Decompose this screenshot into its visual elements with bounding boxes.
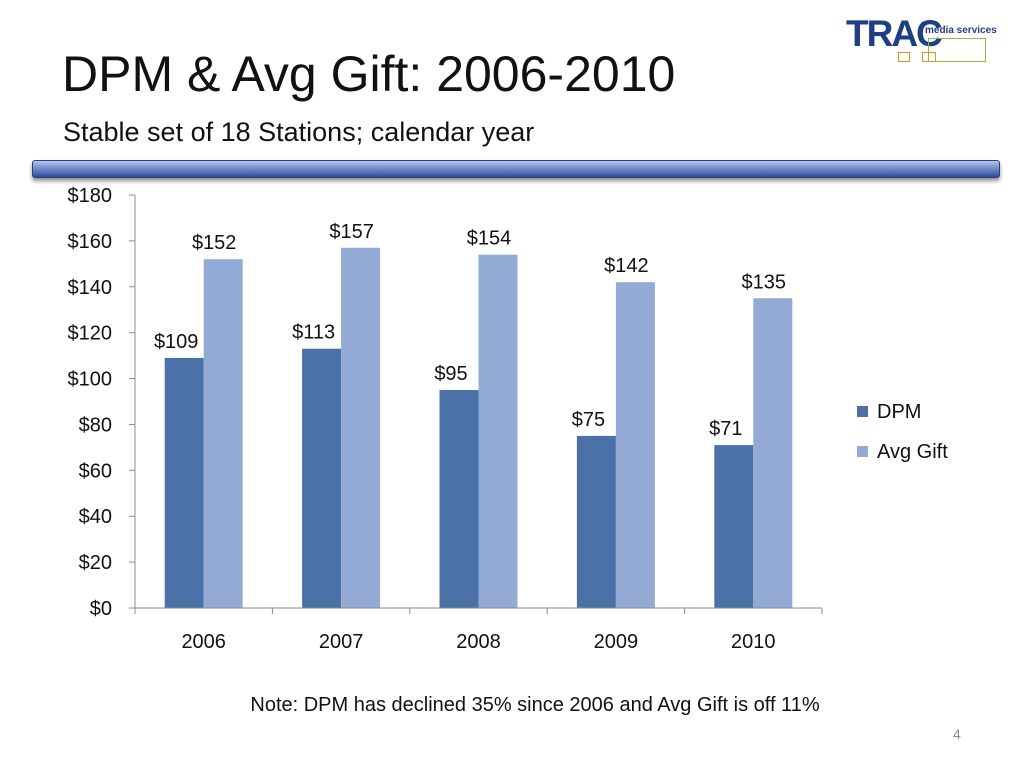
y-tick-label: $20 [79,552,112,574]
logo-brand: TRAC [846,13,943,54]
logo-orange-box [922,52,936,62]
legend-swatch [857,406,868,417]
y-tick-label: $0 [90,598,112,620]
logo-tagline: media services [925,25,997,36]
x-tick-label: 2006 [181,631,226,653]
y-tick-label: $140 [68,277,113,299]
bar-dpm [439,390,479,608]
bar-avg-gift [753,298,793,608]
slide-subtitle: Stable set of 18 Stations; calendar year [63,117,535,147]
x-tick-label: 2007 [319,631,364,653]
x-tick-label: 2010 [731,631,776,653]
y-tick-label: $100 [68,369,113,391]
bar-avg-gift [478,254,518,608]
data-label: $75 [572,409,605,431]
bar-chart: $0$20$40$60$80$100$120$140$160$180 $109$… [68,185,949,653]
y-tick-label: $80 [79,414,112,436]
data-label: $157 [329,221,374,243]
bar-dpm [576,435,616,608]
y-tick-label: $60 [79,460,112,482]
bar-avg-gift [341,247,381,608]
data-label: $109 [154,331,199,353]
data-label: $95 [434,363,467,385]
legend: DPM Avg Gift [857,401,948,463]
bar-dpm [714,445,754,608]
bar-avg-gift [615,282,655,608]
bar-dpm [164,357,204,608]
x-tick-label: 2009 [594,631,639,653]
page-number: 4 [953,726,961,742]
x-tick-label: 2008 [456,631,501,653]
bars [164,247,793,608]
title-divider-bar [32,160,1000,178]
data-labels: $109 $152 $113 $157 $95 $154 $75 $142 $71 $135 [154,221,786,440]
legend-label: Avg Gift [877,441,948,463]
legend-label: DPM [877,401,921,423]
y-tick-label: $160 [68,231,113,253]
y-tick-label: $120 [68,323,113,345]
x-axis: 2006 2007 2008 2009 2010 [134,607,823,653]
legend-swatch [857,446,868,457]
data-label: $113 [292,322,335,344]
slide-title: DPM & Avg Gift: 2006-2010 [62,46,676,102]
data-label: $154 [467,228,512,250]
data-label: $142 [604,255,649,277]
y-tick-label: $40 [79,506,112,528]
bar-dpm [302,348,342,608]
data-label: $152 [192,232,237,254]
logo-green-box [928,38,986,62]
data-label: $135 [742,271,787,293]
y-tick-label: $180 [68,185,113,207]
bar-avg-gift [203,259,243,608]
company-logo: TRAC media services [846,13,997,64]
y-axis: $0 $20 $40 $60 $80 $100 $120 $140 $160 $180 [68,185,136,620]
chart-note: Note: DPM has declined 35% since 2006 an… [250,694,820,716]
logo-orange-box [898,52,910,62]
data-label: $71 [709,418,742,440]
